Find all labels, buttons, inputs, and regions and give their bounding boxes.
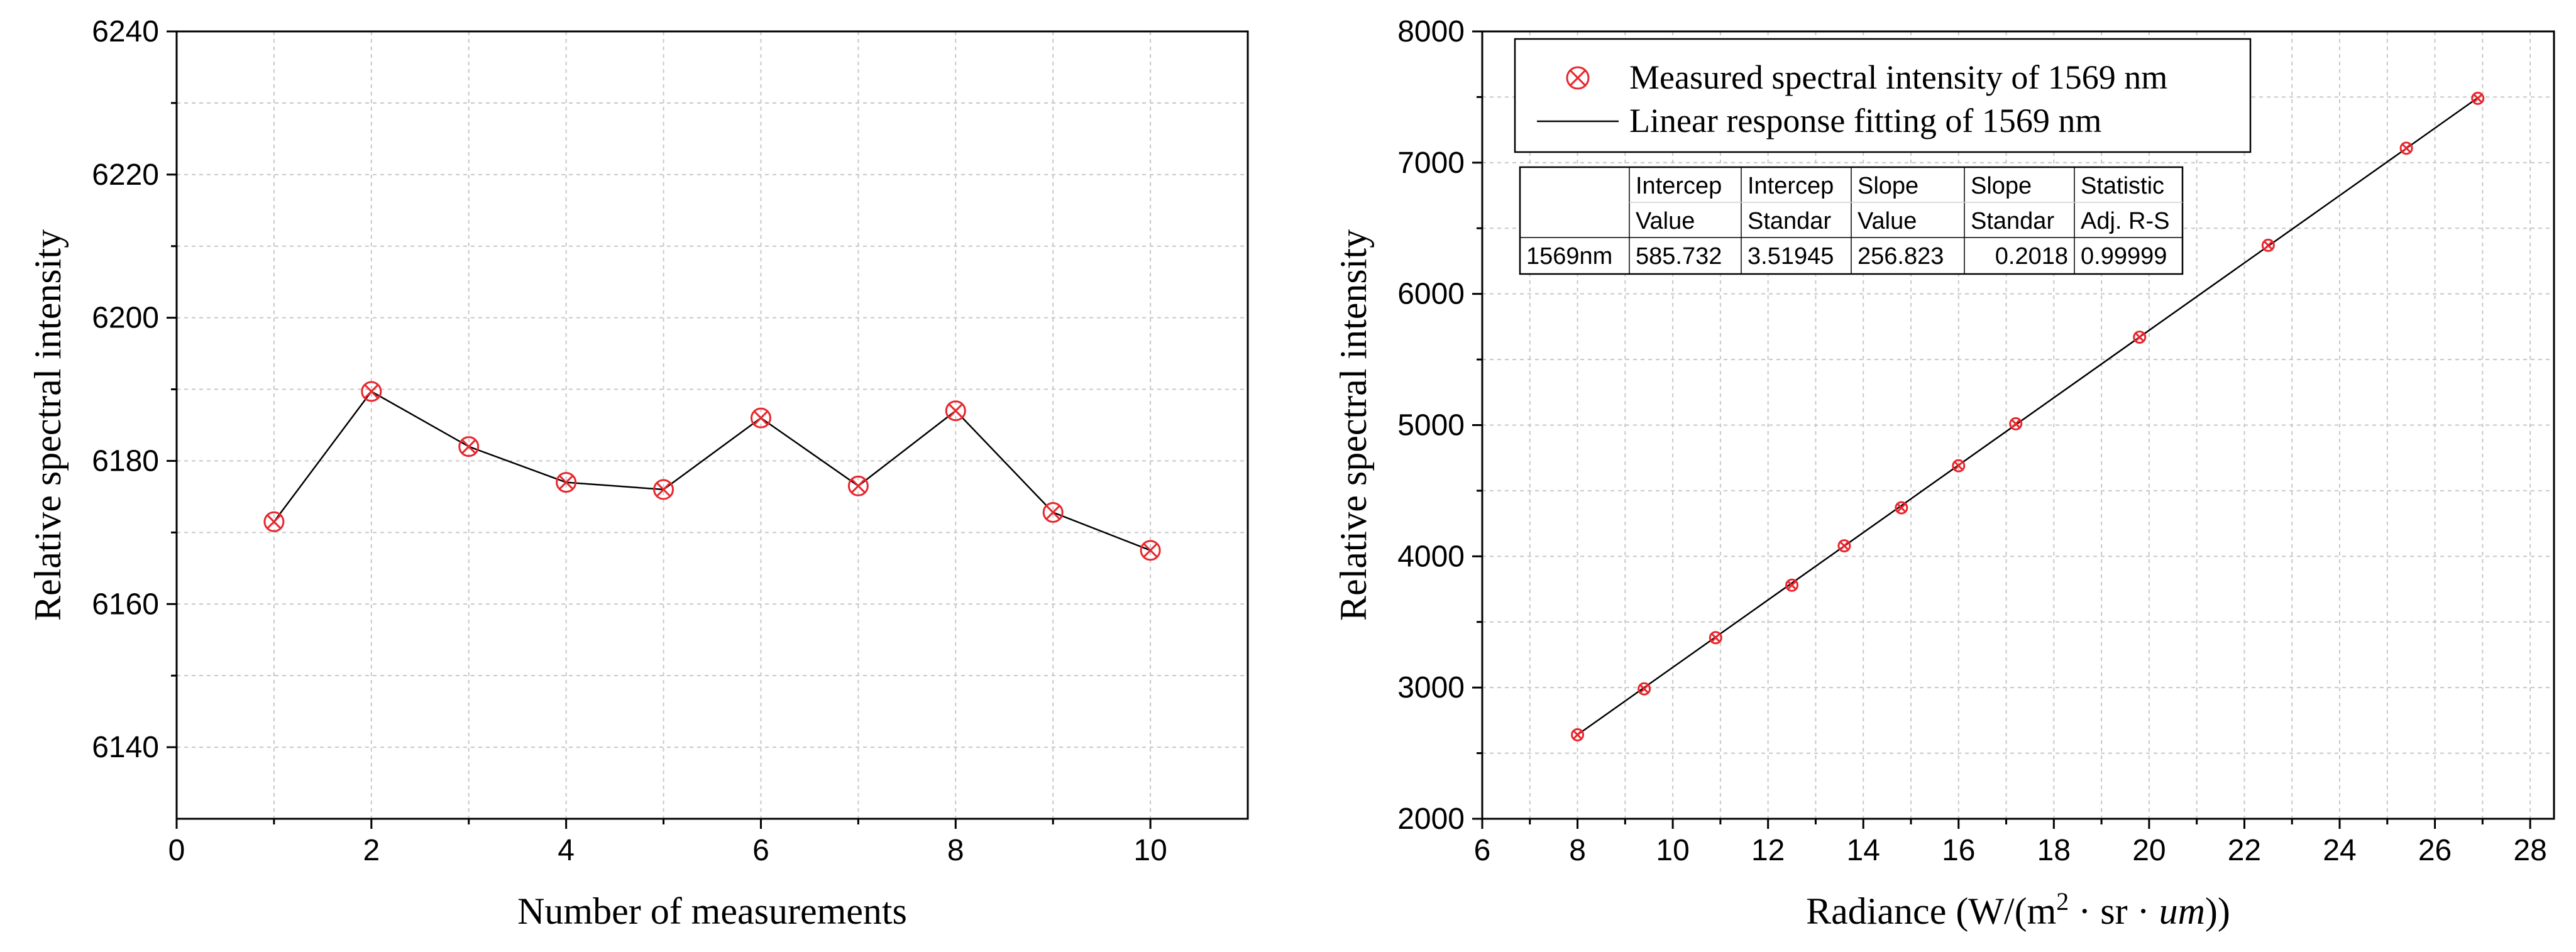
data-point: [945, 400, 966, 422]
data-point: [2009, 417, 2023, 430]
y-tick-label: 6160: [92, 588, 159, 621]
table-cell: Statistic: [2081, 173, 2164, 199]
series-line: [273, 390, 1151, 552]
x-tick-label: 6: [752, 834, 769, 867]
table-cell: 0.2018: [1995, 243, 2068, 270]
table-cell: Standar: [1748, 208, 1831, 234]
y-tick-label: 6180: [92, 444, 159, 478]
table-cell: Intercep: [1636, 173, 1722, 199]
data-point: [361, 381, 382, 402]
x-axis-title: Number of measurements: [517, 890, 907, 932]
table-cell: Slope: [1971, 173, 2032, 199]
x-tick-label: 12: [1751, 834, 1785, 867]
x-tick-label: 4: [558, 834, 575, 867]
y-axis-title: Relative spectral intensity: [27, 229, 69, 621]
data-point: [1638, 682, 1651, 696]
x-tick-label: 2: [363, 834, 380, 867]
data-point: [653, 479, 674, 500]
data-point: [2399, 141, 2413, 155]
y-tick-label: 6220: [92, 158, 159, 192]
y-tick-label: 2000: [1397, 802, 1465, 836]
legend-label: Linear response fitting of 1569 nm: [1629, 102, 2101, 140]
x-tick-label: 14: [1847, 834, 1880, 867]
data-point: [2261, 238, 2275, 252]
table-cell: 1569nm: [1526, 243, 1612, 270]
y-tick-label: 6200: [92, 302, 159, 335]
data-point: [847, 475, 869, 496]
grid-lines: [177, 31, 1248, 819]
y-tick-label: 8000: [1397, 15, 1465, 48]
data-point: [2133, 331, 2147, 344]
y-tick-label: 4000: [1397, 540, 1465, 573]
data-point: [1571, 728, 1585, 741]
x-tick-label: 8: [1569, 834, 1586, 867]
table-cell: 3.51945: [1748, 243, 1834, 270]
x-tick-label: 26: [2418, 834, 2452, 867]
x-tick-label: 16: [1942, 834, 1975, 867]
y-tick-label: 6240: [92, 15, 159, 48]
legend-label: Measured spectral intensity of 1569 nm: [1629, 58, 2167, 96]
data-point: [2471, 92, 2485, 106]
data-point: [1042, 501, 1064, 523]
y-axis-title: Relative spectral intensity: [1333, 229, 1374, 621]
table-cell: Slope: [1858, 173, 1918, 199]
table-cell: Value: [1858, 208, 1917, 234]
plot-frame: [175, 30, 1249, 820]
data-point: [1895, 501, 1908, 515]
x-tick-label: 10: [1133, 834, 1167, 867]
table-cell: Value: [1636, 208, 1695, 234]
legend-box: [1514, 38, 2252, 153]
data-point: [458, 436, 480, 457]
y-tick-label: 3000: [1397, 671, 1465, 704]
table-cell: 585.732: [1636, 243, 1722, 270]
y-tick-label: 5000: [1397, 409, 1465, 442]
data-point: [1140, 540, 1161, 561]
table-cell: Intercep: [1748, 173, 1834, 199]
x-tick-label: 0: [168, 834, 185, 867]
y-tick-label: 7000: [1397, 146, 1465, 180]
fit-line: [1577, 97, 2479, 736]
left-chart-panel: 0 2 4 6 8 10 6140 6160 6180 6200 6220 6240 Relative …: [27, 15, 1249, 932]
x-tick-label: 24: [2323, 834, 2356, 867]
table-cell: 0.99999: [2081, 243, 2167, 270]
data-point: [1837, 539, 1851, 553]
x-tick-label: 28: [2513, 834, 2546, 867]
x-tick-label: 22: [2228, 834, 2261, 867]
table-cell: 256.823: [1858, 243, 1944, 270]
x-tick-label: 6: [1474, 834, 1491, 867]
data-point: [1785, 578, 1799, 592]
legend-marker: [1566, 66, 1590, 90]
x-tick-label: 8: [947, 834, 964, 867]
data-point: [263, 511, 285, 532]
table-cell: Standar: [1971, 208, 2054, 234]
right-chart-panel: 6 8 10 12 14 16 18 20 22 24 26 28 2000 3000 4000 5000 60…: [1333, 15, 2555, 932]
legend: Measured spectral intensity of 1569 nm Li…: [1514, 38, 2252, 153]
x-tick-label: 18: [2037, 834, 2071, 867]
data-point: [556, 472, 577, 493]
x-axis-title: Radiance (W/(m2 · sr · um)): [1806, 887, 2230, 932]
x-tick-label: 20: [2132, 834, 2166, 867]
y-tick-label: 6140: [92, 731, 159, 764]
data-point: [1952, 459, 1966, 473]
stats-table: Intercep Intercep Slope Slope Statistic Value…: [1519, 166, 2184, 275]
data-point: [1709, 631, 1722, 645]
table-cell: Adj. R-S: [2081, 208, 2169, 234]
x-tick-label: 10: [1656, 834, 1689, 867]
y-tick-label: 6000: [1397, 278, 1465, 311]
data-point: [750, 407, 771, 429]
